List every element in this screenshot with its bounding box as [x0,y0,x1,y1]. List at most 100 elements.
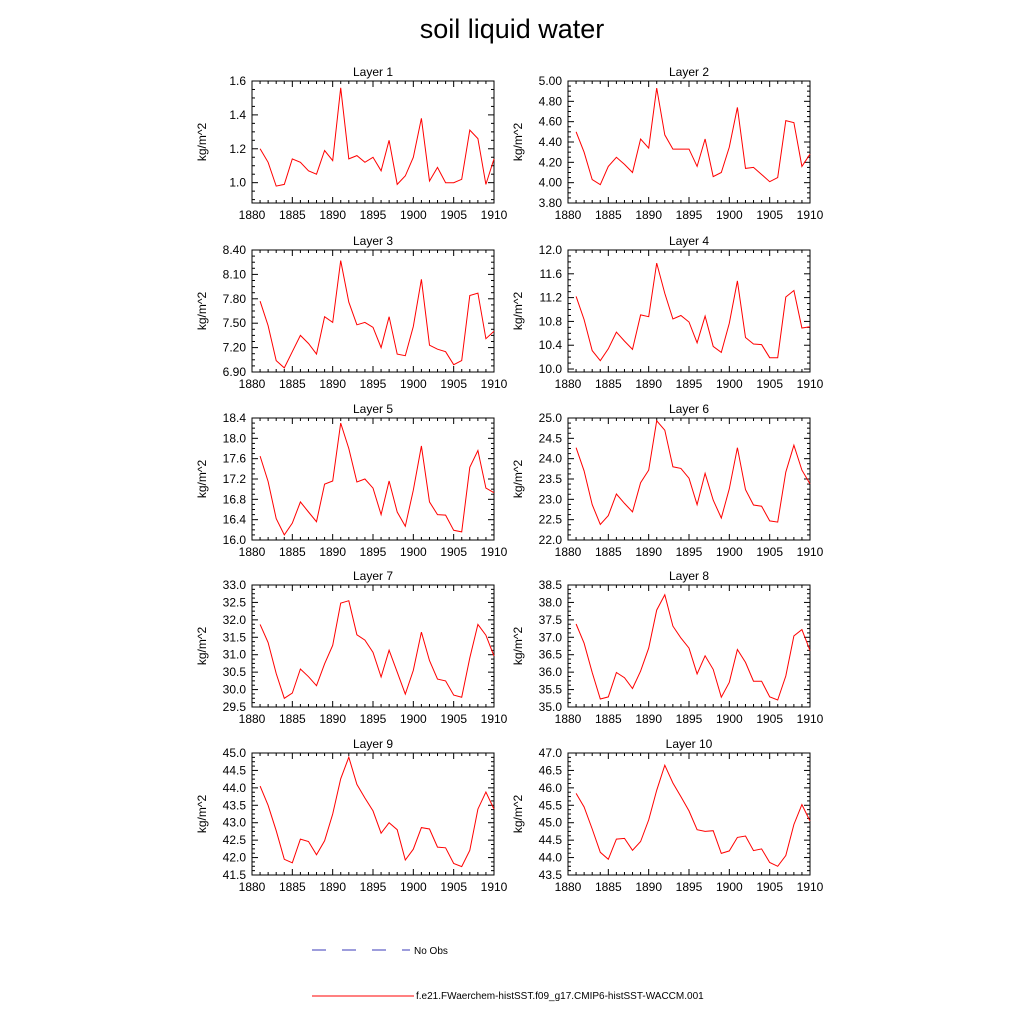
x-tick-label: 1880 [555,208,582,222]
y-tick-label: 10.0 [539,362,563,376]
panel-layer-4: Layer 4 kg/m^2 1880 1885 1890 1895 1900 1905 191… [511,234,824,391]
panel-title: Layer 9 [353,737,393,751]
y-tick-label: 17.6 [223,452,247,466]
y-tick-label: 41.5 [223,868,247,882]
x-tick-label: 1895 [360,545,387,559]
y-tick-label: 10.4 [539,338,563,352]
y-tick-label: 4.00 [539,176,563,190]
x-tick-label: 1910 [481,712,508,726]
y-tick-label: 11.6 [540,267,563,281]
x-tick-label: 1890 [319,377,346,391]
series-line [575,262,811,362]
y-tick-label: 35.5 [539,683,563,697]
y-tick-label: 35.0 [539,700,563,714]
y-tick-label: 16.8 [223,492,247,506]
y-tick-label: 38.5 [539,578,563,592]
y-tick-label: 18.4 [223,411,247,425]
y-tick-label: 37.5 [539,613,563,627]
y-tick-label: 11.2 [540,291,563,305]
x-tick-label: 1905 [756,880,783,894]
y-tick-label: 7.20 [223,341,247,355]
panel-title: Layer 8 [669,569,709,583]
y-tick-label: 32.5 [223,595,247,609]
x-tick-label: 1885 [595,712,622,726]
x-tick-label: 1895 [676,208,703,222]
x-tick-label: 1885 [595,880,622,894]
x-tick-label: 1895 [676,712,703,726]
panel-title: Layer 6 [669,402,709,416]
x-tick-label: 1890 [319,712,346,726]
y-tick-label: 4.60 [539,115,563,129]
y-axis-label: kg/m^2 [511,123,525,162]
x-tick-label: 1905 [440,880,467,894]
y-tick-label: 46.5 [539,763,563,777]
y-tick-label: 5.00 [539,74,563,88]
y-tick-label: 44.0 [539,851,563,865]
x-tick-label: 1885 [279,545,306,559]
x-tick-label: 1890 [319,545,346,559]
y-tick-label: 23.5 [539,472,563,486]
x-tick-label: 1890 [319,208,346,222]
x-tick-label: 1900 [716,545,743,559]
x-tick-label: 1905 [756,712,783,726]
y-tick-label: 22.5 [539,513,563,527]
y-tick-label: 3.80 [539,196,563,210]
y-tick-label: 10.8 [539,314,563,328]
panel-title: Layer 2 [669,65,709,79]
x-tick-label: 1895 [676,545,703,559]
y-axis-label: kg/m^2 [195,795,209,834]
x-tick-label: 1880 [555,545,582,559]
y-tick-label: 37.0 [539,630,563,644]
y-tick-label: 17.2 [223,472,247,486]
y-tick-label: 30.5 [223,665,247,679]
y-axis-label: kg/m^2 [511,460,525,499]
y-axis-label: kg/m^2 [511,795,525,834]
x-tick-label: 1910 [481,208,508,222]
y-tick-label: 1.4 [229,108,246,122]
x-tick-label: 1905 [440,712,467,726]
y-tick-label: 45.0 [223,746,247,760]
x-tick-label: 1905 [440,545,467,559]
x-tick-label: 1900 [716,712,743,726]
series-line [575,593,811,701]
y-tick-label: 16.4 [223,513,247,527]
plot-frame [251,417,495,541]
y-tick-label: 29.5 [223,700,247,714]
figure-title: soil liquid water [419,14,605,44]
x-tick-label: 1900 [400,712,427,726]
x-tick-label: 1910 [481,545,508,559]
x-tick-label: 1905 [756,208,783,222]
y-tick-label: 1.0 [229,176,246,190]
y-axis-label: kg/m^2 [511,292,525,331]
y-tick-label: 43.5 [539,868,563,882]
y-tick-label: 38.0 [539,595,563,609]
series-line [259,260,495,369]
x-tick-label: 1890 [635,712,662,726]
x-tick-label: 1900 [716,880,743,894]
panel-title: Layer 7 [353,569,393,583]
y-tick-label: 42.0 [223,851,247,865]
panel-layer-2: Layer 2 kg/m^2 1880 1885 1890 1895 1900 1905 191… [511,65,824,222]
y-tick-label: 4.80 [539,94,563,108]
y-tick-label: 43.5 [223,798,247,812]
panel-title: Layer 1 [353,65,393,79]
x-tick-label: 1890 [319,880,346,894]
y-tick-label: 4.20 [539,155,563,169]
y-tick-label: 8.40 [223,243,247,257]
x-tick-label: 1890 [635,208,662,222]
y-tick-label: 18.0 [223,431,247,445]
y-tick-label: 44.5 [223,763,247,777]
x-tick-label: 1885 [279,712,306,726]
y-tick-label: 1.6 [229,74,246,88]
series-line [259,422,495,536]
panel-layer-7: Layer 7 kg/m^2 1880 1885 1890 1895 1900 1905 191… [195,569,508,726]
y-axis-label: kg/m^2 [195,292,209,331]
y-axis-label: kg/m^2 [195,627,209,666]
plot-frame [567,80,811,204]
panel-title: Layer 4 [669,234,709,248]
x-tick-label: 1910 [481,377,508,391]
x-tick-label: 1910 [797,880,824,894]
x-tick-label: 1895 [676,377,703,391]
y-tick-label: 22.0 [539,533,563,547]
